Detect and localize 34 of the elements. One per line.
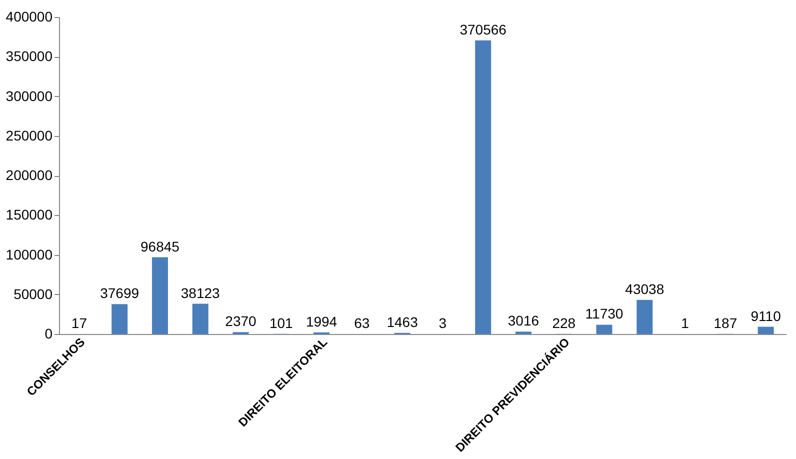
y-tick-label: 50000: [14, 286, 53, 302]
data-label: 228: [552, 314, 576, 331]
data-label: 63: [354, 314, 370, 331]
y-tick-label: 150000: [6, 206, 53, 223]
data-label: 3016: [508, 312, 540, 329]
y-tick-label: 200000: [6, 167, 53, 183]
data-label: 38123: [180, 284, 220, 301]
y-tick-label: 400000: [6, 8, 53, 24]
y-tick-label: 0: [44, 326, 53, 342]
data-label: 187: [714, 314, 738, 331]
bar: [596, 324, 612, 334]
data-label: 96845: [140, 238, 180, 254]
y-tick-label: 300000: [6, 88, 53, 104]
y-tick-label: 250000: [6, 127, 53, 144]
data-label: 37699: [100, 285, 140, 302]
y-tick-label: 350000: [6, 48, 53, 64]
data-label: 1: [681, 315, 690, 331]
data-label: 1994: [306, 313, 338, 330]
bar: [475, 40, 492, 334]
bar: [112, 304, 128, 334]
data-label: 1463: [386, 314, 418, 330]
data-label: 3: [438, 315, 447, 331]
data-label: 2370: [225, 313, 257, 330]
data-label: 17: [71, 314, 88, 331]
data-label: 11730: [585, 306, 624, 322]
bar: [152, 257, 168, 334]
bar: [192, 304, 208, 334]
bar: [636, 300, 653, 334]
data-label: 9110: [750, 308, 782, 324]
y-tick-label: 100000: [6, 246, 53, 262]
data-label: 101: [269, 314, 294, 331]
bar: [758, 326, 774, 334]
data-label: 43038: [625, 280, 664, 297]
data-label: 370566: [460, 21, 507, 38]
